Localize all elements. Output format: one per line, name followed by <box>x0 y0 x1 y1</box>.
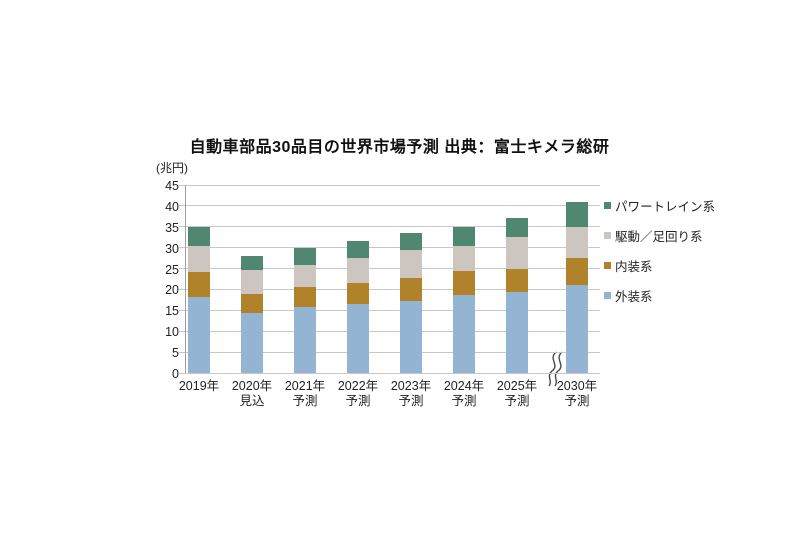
bar-segment <box>506 218 528 238</box>
x-axis-label: 2022年 予測 <box>337 379 379 408</box>
bar-segment <box>294 306 316 373</box>
y-axis-line <box>185 185 186 373</box>
legend-label: 外装系 <box>615 290 653 304</box>
x-axis-label: 2030年 予測 <box>556 379 598 408</box>
bar-segment <box>400 233 422 250</box>
gridline <box>179 309 600 311</box>
bar-segment <box>188 296 210 373</box>
bar-segment <box>566 201 588 227</box>
gridline <box>179 268 600 270</box>
gridline <box>179 205 600 207</box>
bar-segment <box>347 304 369 373</box>
bar-segment <box>241 293 263 313</box>
bar-segment <box>347 283 369 305</box>
bar-segment <box>566 226 588 259</box>
y-tick-label: 0 <box>172 367 179 381</box>
bar-segment <box>453 245 475 272</box>
y-tick-label: 45 <box>165 179 179 193</box>
legend-label: 駆動／足回り系 <box>615 230 703 244</box>
bar-segment <box>241 270 263 294</box>
y-tick-label: 5 <box>172 346 179 361</box>
bar-segment <box>241 312 263 373</box>
chart-title: 自動車部品30品目の世界市場予測 出典：富士キメラ総研 <box>189 139 610 156</box>
bar-segment <box>347 258 369 284</box>
gridline <box>179 226 600 228</box>
bar-segment <box>506 237 528 269</box>
legend-label: パワートレイン系 <box>615 200 716 214</box>
y-tick-label: 10 <box>165 325 179 340</box>
legend-item: 駆動／足回り系 <box>604 229 715 244</box>
bar-segment <box>506 291 528 373</box>
gridline <box>179 184 600 186</box>
bar-segment <box>566 258 588 286</box>
gridline <box>179 372 600 374</box>
bar-segment <box>453 271 475 296</box>
bar-segment <box>188 226 210 246</box>
bar-segment <box>294 247 316 265</box>
bar-segment <box>241 256 263 271</box>
y-axis-unit-label: (兆円) <box>156 161 188 175</box>
x-axis-label: 2023年 予測 <box>390 379 432 408</box>
bar-segment <box>188 245 210 272</box>
x-axis-label: 2021年 予測 <box>284 379 326 408</box>
bar-segment <box>188 271 210 297</box>
bar-segment <box>566 285 588 373</box>
legend-item: パワートレイン系 <box>604 199 716 214</box>
gridline <box>179 247 600 249</box>
bar-segment <box>294 264 316 287</box>
x-axis-label: 2025年 予測 <box>496 379 538 408</box>
bar-segment <box>347 241 369 259</box>
x-axis-label: 2019年 <box>178 379 220 393</box>
bar-segment <box>400 301 422 373</box>
x-axis-label: 2020年 見込 <box>231 379 273 408</box>
gridline <box>179 330 600 332</box>
legend-swatch <box>604 292 611 299</box>
y-tick-label: 40 <box>165 199 179 214</box>
legend-label: 内装系 <box>615 260 653 274</box>
gridline <box>179 351 600 353</box>
legend-swatch <box>604 232 611 239</box>
legend-swatch <box>604 262 611 269</box>
legend-item: 外装系 <box>604 289 715 304</box>
bar-segment <box>453 226 475 246</box>
bar-segment <box>400 277 422 302</box>
legend-item: 内装系 <box>604 259 715 274</box>
y-tick-label: 25 <box>165 262 179 277</box>
legend-swatch <box>604 202 611 209</box>
bar-segment <box>400 249 422 278</box>
y-tick-label: 30 <box>165 241 179 256</box>
y-tick-label: 15 <box>165 304 179 319</box>
legend: パワートレイン系 駆動／足回り系 内装系外装系 <box>604 199 715 319</box>
bar-segment <box>294 286 316 307</box>
gridline <box>179 288 600 290</box>
bar-segment <box>506 268 528 292</box>
y-tick-label: 20 <box>165 283 179 298</box>
x-axis-label: 2024年 予測 <box>443 379 485 408</box>
bar-segment <box>453 295 475 373</box>
y-tick-label: 35 <box>165 220 179 235</box>
